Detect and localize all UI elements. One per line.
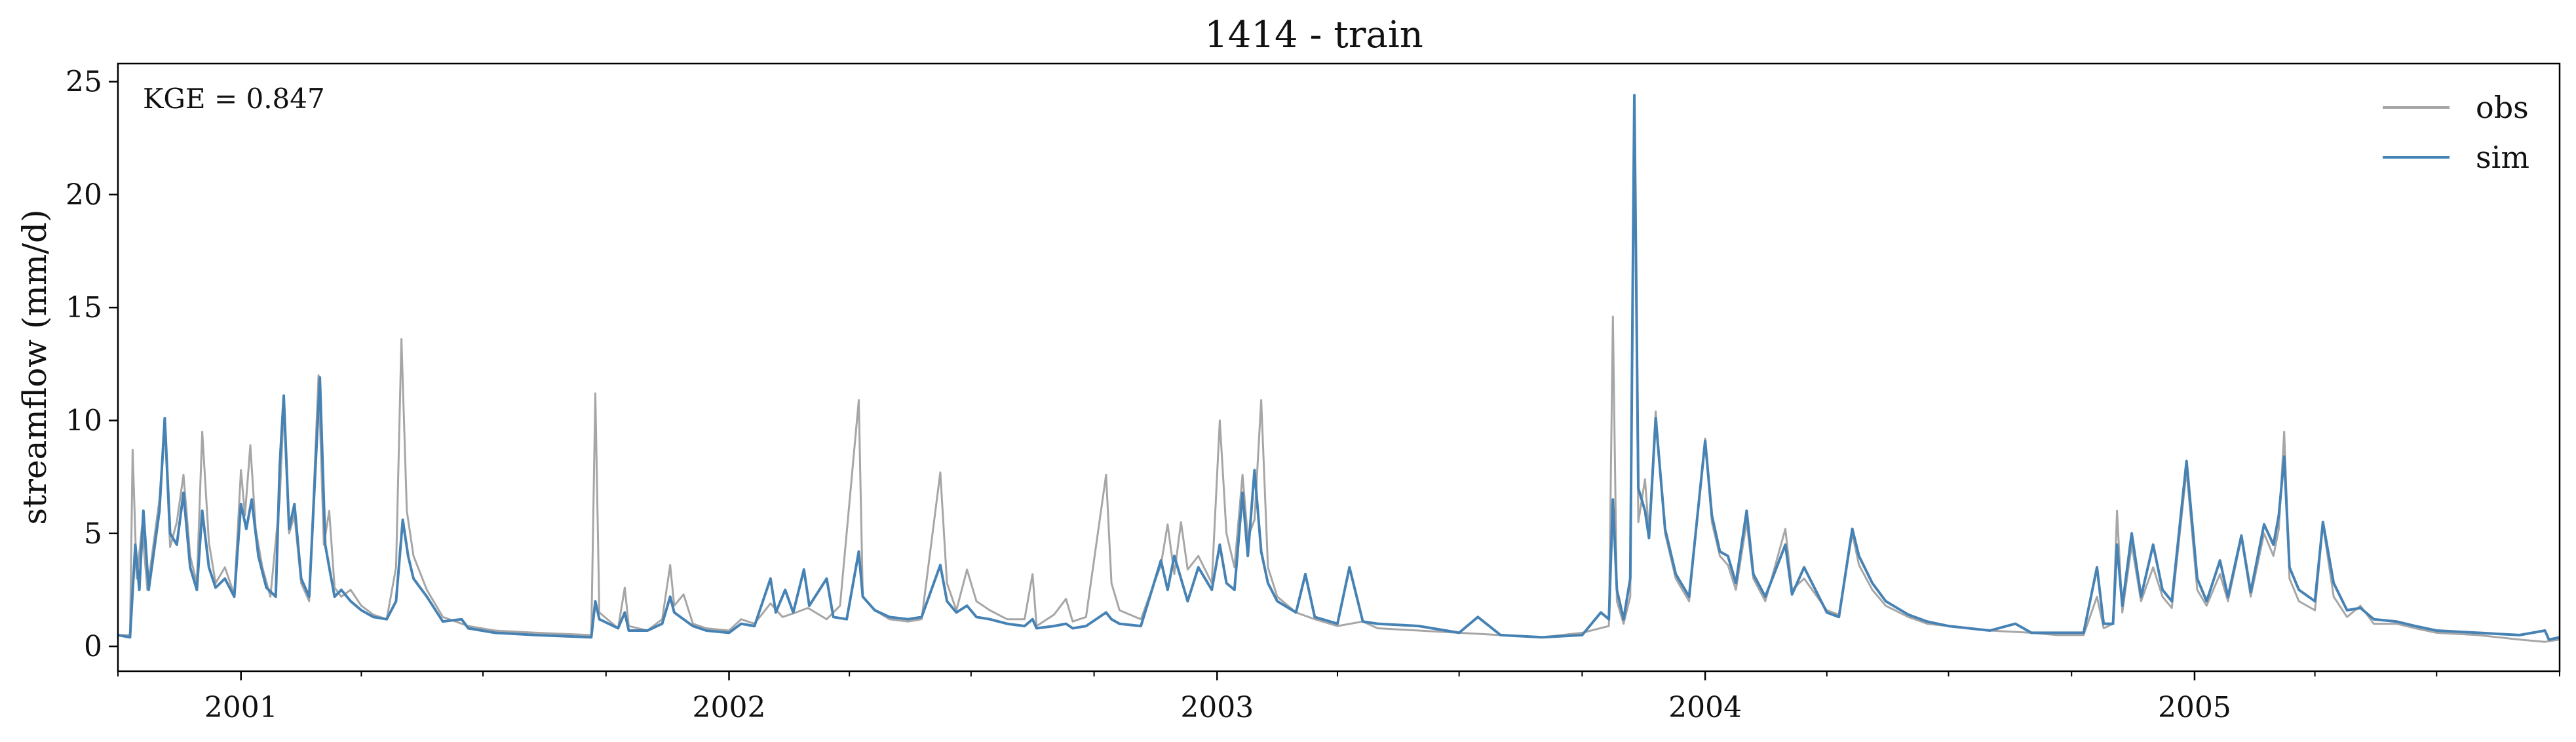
y-tick-label: 10: [66, 404, 102, 437]
y-tick-label: 15: [66, 291, 102, 324]
y-tick-label: 20: [66, 178, 102, 212]
series-line-obs: [118, 94, 2560, 643]
series-line-sim: [117, 94, 2560, 641]
y-tick-label: 0: [84, 630, 102, 663]
plot-frame: [117, 62, 2561, 673]
x-tick-label: 2005: [2158, 691, 2231, 724]
series-layer: [117, 94, 2560, 643]
x-tick-label: 2004: [1668, 691, 1742, 724]
kge-annotation: KGE = 0.847: [143, 83, 325, 115]
y-tick-label: 5: [84, 517, 102, 551]
y-axis-label: streamflow (mm/d): [16, 209, 54, 524]
x-tick-label: 2003: [1180, 691, 1254, 724]
x-tick-label: 2002: [693, 691, 766, 724]
legend-label-sim: sim: [2476, 140, 2529, 175]
legend-label-obs: obs: [2476, 90, 2529, 125]
legend: obs sim: [2383, 90, 2529, 175]
x-axis: 2001 2002 2003 2004 2005: [117, 671, 2560, 724]
y-tick-label: 25: [66, 66, 102, 99]
y-axis: 0 5 10 15 20 25: [66, 66, 118, 663]
x-tick-label: 2001: [204, 691, 278, 724]
chart-title: 1414 - train: [1204, 14, 1423, 56]
